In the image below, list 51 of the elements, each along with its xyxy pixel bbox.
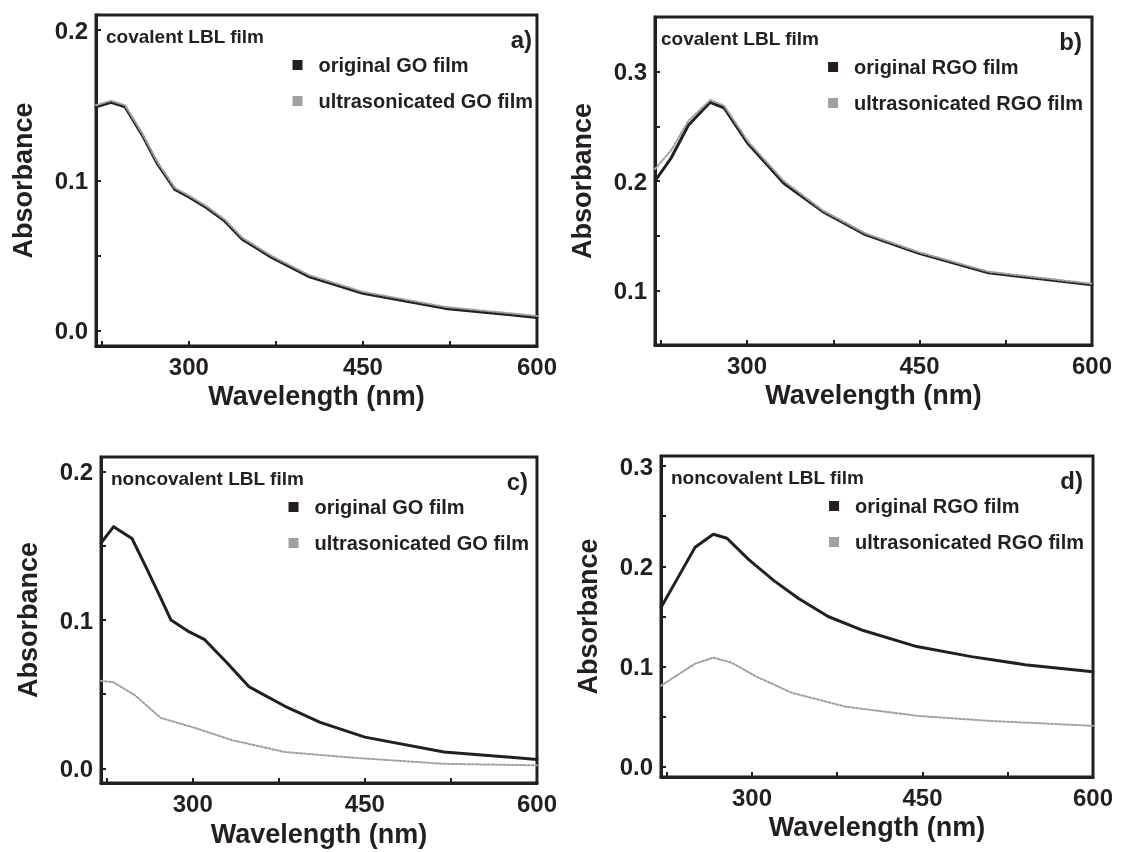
y-axis-title: Absorbance — [7, 102, 38, 259]
annotation: a) — [510, 25, 532, 53]
annotation: covalent LBL film — [661, 28, 820, 49]
x-tick-label: 450 — [344, 789, 385, 817]
annotation: c) — [506, 467, 528, 495]
x-tick-label: 300 — [168, 352, 209, 380]
y-tick-label: 0.0 — [54, 317, 88, 345]
y-tick-label: 0.3 — [619, 452, 653, 480]
y-tick-label: 0.0 — [59, 754, 93, 782]
x-axis-title: Wavelength (nm) — [208, 381, 425, 412]
y-tick-label: 0.3 — [613, 58, 647, 86]
x-tick-label: 450 — [902, 783, 943, 811]
y-tick-label: 0.2 — [619, 552, 653, 580]
line-series — [660, 656, 1094, 727]
y-tick-label: 0.0 — [619, 753, 653, 781]
x-tick-label: 450 — [899, 351, 940, 379]
x-tick-label: 600 — [516, 789, 557, 817]
annotation: noncovalent LBL film — [111, 468, 304, 489]
legend-label: ultrasonicated RGO film — [854, 92, 1084, 114]
x-axis-title: Wavelength (nm) — [210, 818, 428, 849]
legend-label: original RGO film — [854, 56, 1019, 78]
x-tick-label: 300 — [172, 789, 213, 817]
y-tick-label: 0.2 — [59, 458, 93, 486]
annotation: b) — [1059, 27, 1082, 55]
y-tick-label: 0.1 — [619, 653, 653, 681]
y-tick-label: 0.1 — [613, 276, 647, 304]
y-axis-title: Absorbance — [566, 102, 597, 260]
x-tick-label: 450 — [342, 352, 383, 380]
x-tick-label: 600 — [1072, 783, 1114, 811]
annotation: covalent LBL film — [106, 26, 265, 47]
annotation: noncovalent LBL film — [671, 467, 864, 488]
line-series — [100, 679, 538, 767]
annotation: d) — [1060, 466, 1083, 494]
y-axis-title: Absorbance — [12, 542, 43, 699]
x-tick-label: 600 — [516, 352, 557, 380]
x-axis-title: Wavelength (nm) — [765, 380, 982, 411]
legend-label: original GO film — [314, 496, 465, 518]
x-tick-label: 300 — [731, 783, 772, 811]
legend-label: ultrasonicated GO film — [314, 532, 529, 554]
legend-label: ultrasonicated RGO film — [855, 531, 1085, 553]
legend-label: original RGO film — [855, 495, 1020, 517]
x-axis-title: Wavelength (nm) — [768, 812, 986, 843]
y-tick-label: 0.2 — [613, 167, 647, 195]
y-axis-title: Absorbance — [572, 538, 603, 695]
legend-label: original GO film — [318, 54, 469, 76]
y-tick-label: 0.2 — [54, 16, 88, 44]
x-tick-label: 300 — [726, 351, 768, 379]
y-tick-label: 0.1 — [59, 606, 93, 634]
legend-label: ultrasonicated GO film — [318, 90, 533, 112]
y-tick-label: 0.1 — [54, 167, 88, 194]
x-tick-label: 600 — [1071, 351, 1113, 379]
